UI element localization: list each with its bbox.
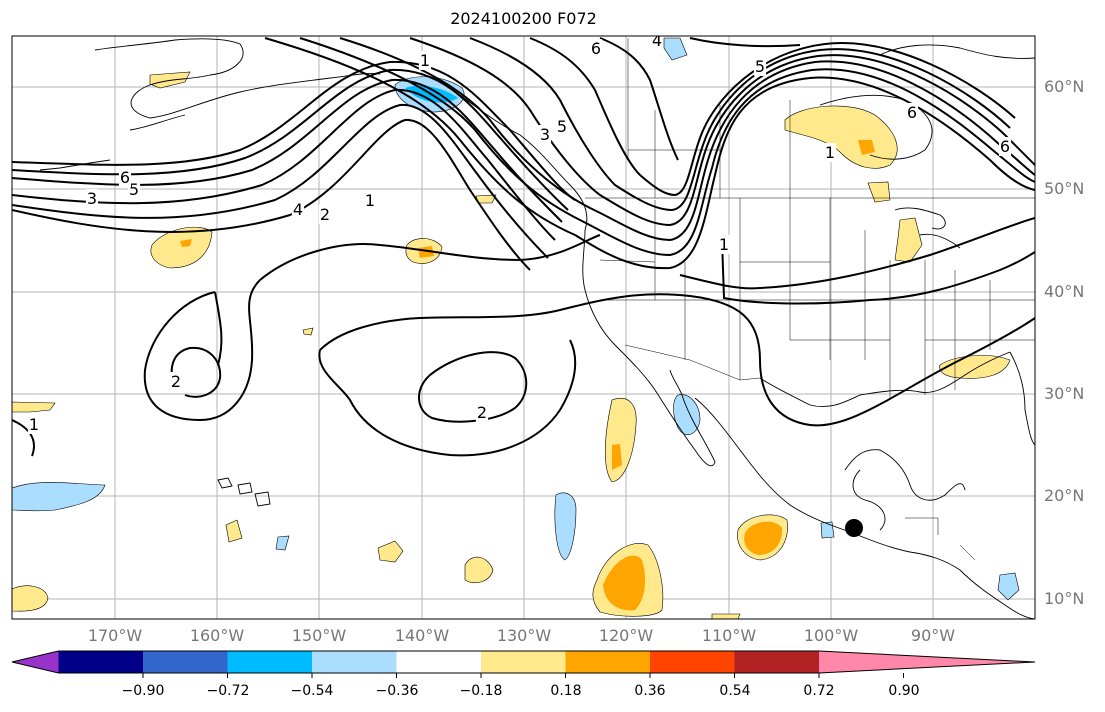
colorbar-tick-label: 0.90 — [888, 683, 920, 699]
colorbar-segment — [481, 651, 566, 673]
colorbar-tick-label: 0.72 — [803, 683, 835, 699]
lat-label: 50°N — [1044, 179, 1085, 198]
colorbar-tick-label: −0.72 — [206, 683, 250, 699]
colorbar — [11, 650, 1036, 678]
lat-label: 10°N — [1044, 589, 1085, 608]
contour-label: 5 — [129, 180, 139, 199]
contour-label: 5 — [557, 117, 567, 136]
contour-label: 6 — [1000, 137, 1010, 156]
lon-label: 160°W — [189, 626, 245, 645]
colorbar-segment — [734, 651, 820, 673]
contour-label: 5 — [755, 57, 765, 76]
grid-lines — [12, 36, 1035, 619]
colorbar-segment — [312, 651, 397, 673]
contour-label: 1 — [29, 415, 39, 434]
contour-label: 2 — [320, 205, 330, 224]
contour-lines — [12, 37, 1035, 457]
lon-label: 100°W — [803, 626, 859, 645]
colorbar-tick-label: 0.18 — [550, 683, 582, 699]
colorbar-segment — [565, 651, 651, 673]
lon-label: 140°W — [394, 626, 450, 645]
colorbar-tick-label: 0.36 — [634, 683, 666, 699]
location-marker-dot — [845, 519, 863, 537]
lat-label: 40°N — [1044, 282, 1085, 301]
colorbar-tick-label: −0.36 — [375, 683, 419, 699]
colorbar-tick-label: −0.90 — [121, 683, 165, 699]
contour-label: 1 — [420, 51, 430, 70]
contour-label: 6 — [907, 103, 917, 122]
contour-label: 1 — [365, 191, 375, 210]
contour-label: 1 — [825, 143, 835, 162]
contour-label-group: 1 6 4 5 6 5 6 3 4 2 1 1 3 5 2 2 1 6 1 — [27, 31, 1012, 434]
lat-label: 30°N — [1044, 384, 1085, 403]
lat-label: 20°N — [1044, 486, 1085, 505]
colorbar-tick-label: −0.54 — [290, 683, 334, 699]
colorbar-segment — [650, 651, 735, 673]
colorbar-tick-label: −0.18 — [459, 683, 503, 699]
contour-label: 3 — [540, 125, 550, 144]
colorbar-tick-label: 0.54 — [719, 683, 751, 699]
colorbar-segment — [396, 651, 482, 673]
contour-label: 2 — [477, 403, 487, 422]
political-borders — [585, 38, 1035, 561]
contour-label: 4 — [652, 31, 662, 50]
lon-label: 90°W — [910, 626, 956, 645]
map-frame — [11, 35, 1036, 620]
colorbar-segment — [227, 651, 313, 673]
map-title: 2024100200 F072 — [450, 9, 597, 28]
contour-label: 6 — [591, 39, 601, 58]
colorbar-extend-right — [819, 651, 1035, 673]
colorbar-segment — [58, 651, 144, 673]
contour-label: 4 — [293, 200, 303, 219]
contour-label: 6 — [120, 168, 130, 187]
contour-label: 3 — [87, 189, 97, 208]
contour-label: 1 — [719, 235, 729, 254]
lon-label: 130°W — [496, 626, 552, 645]
colorbar-extend-left — [12, 651, 59, 673]
lon-label: 110°W — [701, 626, 757, 645]
contour-label: 2 — [171, 372, 181, 391]
lat-label: 60°N — [1044, 77, 1085, 96]
colorbar-outline — [11, 650, 1036, 674]
lon-label: 150°W — [291, 626, 347, 645]
lon-label: 120°W — [598, 626, 654, 645]
coastlines — [39, 38, 1035, 619]
colorbar-segment — [143, 651, 228, 673]
lon-label: 170°W — [87, 626, 143, 645]
